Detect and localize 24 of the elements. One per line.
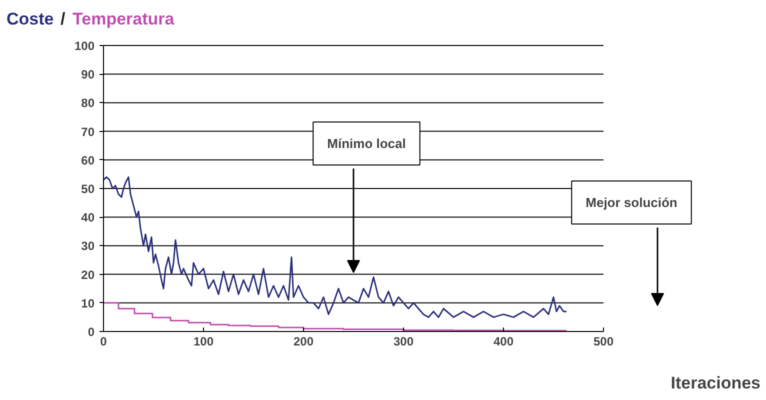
x-tick-label: 100 [193, 334, 214, 348]
x-tick-label: 500 [593, 334, 614, 348]
x-tick-label: 200 [293, 334, 314, 348]
y-tick-label: 40 [81, 210, 95, 225]
x-tick-label: 0 [100, 334, 108, 348]
text: / [60, 10, 66, 28]
y-tick-label: 100 [74, 39, 95, 53]
annotation: Mejor solución [586, 195, 678, 210]
y-tick-label: 60 [81, 153, 95, 168]
y-tick-label: 10 [81, 296, 95, 310]
y-tick-label: 80 [81, 96, 95, 110]
y-tick-label: 90 [81, 68, 95, 82]
y-tick-label: 70 [81, 124, 95, 139]
text: Temperatura [72, 10, 175, 28]
y-tick-label: 0 [88, 325, 95, 339]
x-tick-label: 400 [493, 334, 514, 348]
y-tick-label: 50 [81, 182, 95, 196]
x-tick-label: 300 [393, 334, 414, 348]
y-tick-label: 20 [81, 268, 95, 282]
annotation: Mínimo local [327, 136, 406, 151]
y-tick-label: 30 [81, 239, 95, 254]
line-series [102, 176, 568, 318]
x-axis-title: Iteraciones [670, 374, 760, 392]
text: Coste [6, 10, 54, 28]
